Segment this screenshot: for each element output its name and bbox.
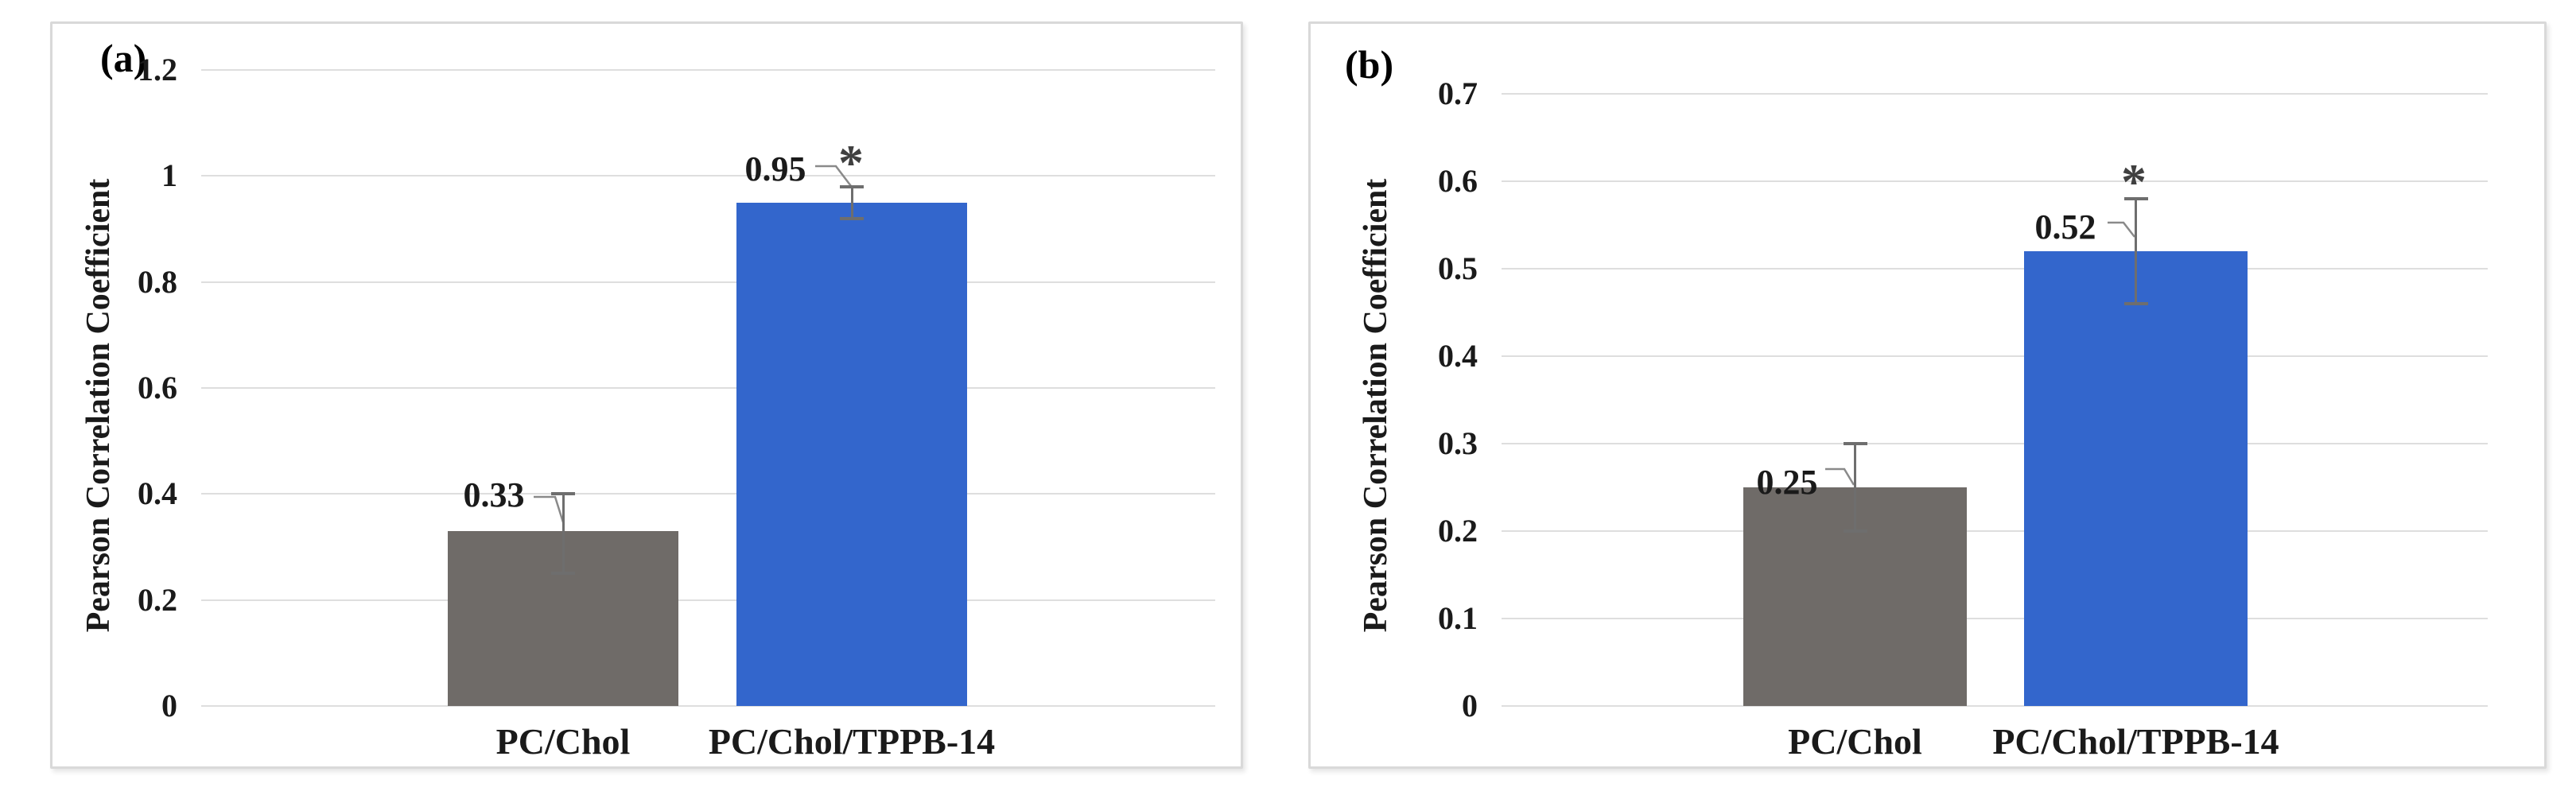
significance-asterisk: *: [2121, 153, 2147, 210]
bar-value-label: 0.33: [463, 475, 525, 514]
gridline-0.2: [1502, 530, 2488, 532]
error-bar: [561, 494, 565, 574]
y-tick-label: 1.2: [138, 51, 177, 87]
gridline-0.6: [201, 386, 1215, 389]
y-tick-label: 0: [1462, 688, 1478, 723]
bar-PC/Chol/TPPB-14: [2024, 251, 2248, 706]
gridline-1.2: [201, 68, 1215, 71]
y-tick-label: 0.4: [1438, 338, 1478, 374]
panel-a: (a) Pearson Correlation Coefficient 0 0.2…: [50, 21, 1243, 769]
gridline-0.5: [1502, 268, 2488, 270]
error-bar: [2135, 199, 2137, 304]
chart-plot-area: 0 0.1 0.2 0.3 0.4 0.5 0.6 0.7 0.25 PC/Chol 0.52 * PC…: [1311, 24, 2544, 766]
y-tick-label: 0.8: [138, 263, 177, 300]
gridline-0.1: [1502, 618, 2488, 619]
gridline-0.4: [1502, 355, 2488, 357]
y-tick-label: 0.2: [1438, 513, 1478, 549]
error-bar-cap-top: [2123, 197, 2148, 200]
significance-asterisk: *: [838, 134, 864, 191]
panel-a-letter: (a): [100, 36, 147, 80]
x-category-label: PC/Chol: [1788, 721, 1922, 762]
x-category-label: PC/Chol/TPPB-14: [708, 721, 996, 762]
y-tick-label: 0.2: [138, 581, 177, 618]
bar-value-label: 0.52: [2034, 208, 2096, 246]
error-bar: [850, 186, 853, 219]
y-tick-label: 0: [161, 688, 177, 723]
error-bar-cap-top: [840, 184, 864, 188]
y-tick-label: 0.3: [1438, 425, 1478, 461]
error-bar-cap-bottom: [840, 216, 864, 220]
gridline-0.8: [201, 281, 1215, 283]
error-bar-cap-top: [1843, 442, 1867, 445]
bar-value-label: 0.95: [744, 149, 806, 188]
gridline-1: [201, 175, 1215, 177]
chart-plot-area: 0 0.2 0.4 0.6 0.8 1 1.2 0.33 PC/Chol 0.95 * PC/Chol…: [52, 24, 1241, 766]
bar-value-label: 0.25: [1756, 463, 1818, 502]
gridline-0.6: [1502, 180, 2488, 182]
gridline-0.3: [1502, 443, 2488, 444]
gridline-0.2: [201, 599, 1215, 601]
error-bar-cap-bottom: [551, 572, 575, 576]
error-bar-cap-bottom: [1843, 529, 1867, 533]
error-bar-cap-bottom: [2123, 302, 2148, 305]
x-category-label: PC/Chol/TPPB-14: [1992, 721, 2279, 762]
gridline-0: [201, 705, 1215, 707]
y-tick-label: 1: [161, 157, 177, 194]
error-bar-cap-top: [551, 492, 575, 496]
panel-b-letter: (b): [1345, 42, 1394, 87]
gridline-0.7: [1502, 93, 2488, 95]
y-tick-label: 0.6: [138, 369, 177, 405]
y-tick-label: 0.6: [1438, 163, 1478, 199]
gridline-0.4: [201, 493, 1215, 495]
x-category-label: PC/Chol: [495, 721, 631, 762]
y-tick-label: 0.4: [138, 475, 177, 512]
bar-PC/Chol/TPPB-14: [736, 202, 967, 706]
panel-b: (b) Pearson Correlation Coefficient 0 0.1…: [1308, 21, 2547, 769]
y-tick-label: 0.1: [1438, 600, 1478, 636]
error-bar: [1854, 444, 1856, 531]
y-tick-label: 0.5: [1438, 250, 1478, 286]
y-tick-label: 0.7: [1438, 76, 1478, 111]
gridline-0: [1502, 705, 2488, 707]
